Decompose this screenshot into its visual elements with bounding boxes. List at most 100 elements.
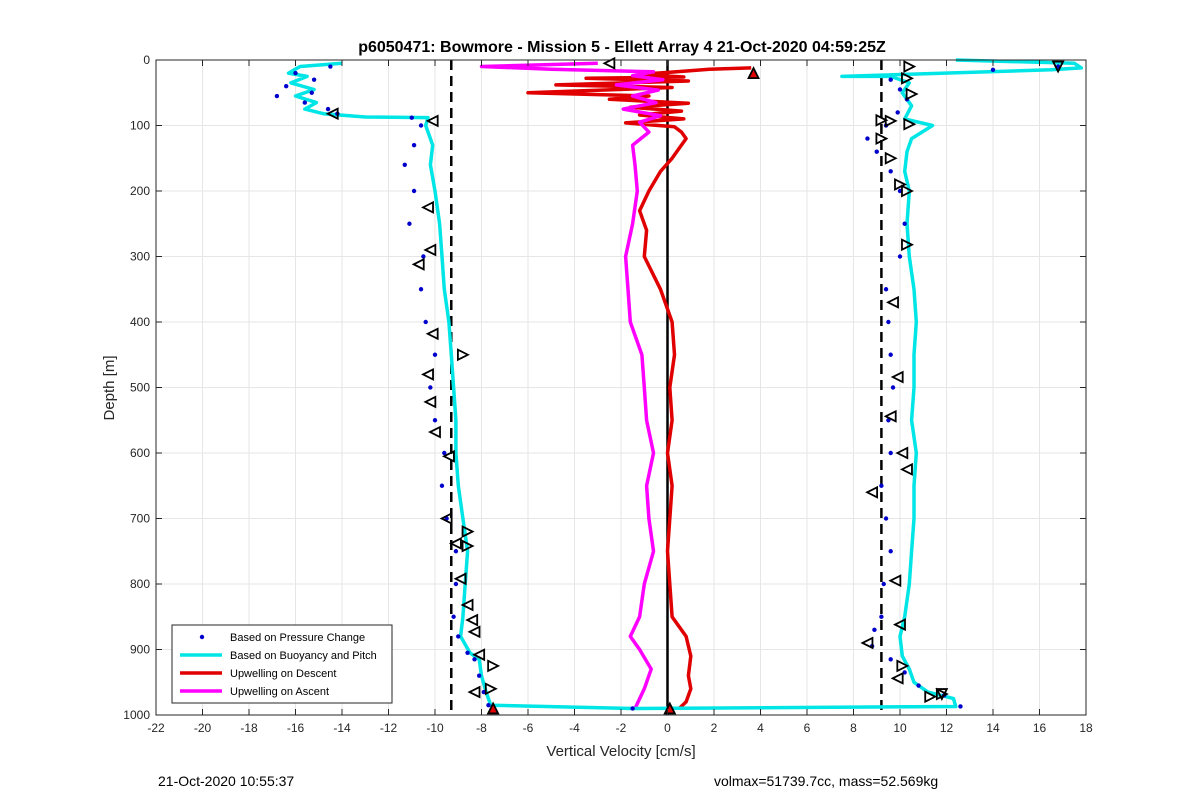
pressure-change-point [476,673,482,678]
y-axis-label: Depth [m] [101,355,118,420]
triangle-marker [602,56,616,70]
x-tick-label: 4 [757,721,764,735]
triangle-marker [461,539,475,553]
triangle-marker [425,114,439,128]
triangle-marker [890,671,904,685]
pressure-change-point [407,221,412,226]
triangle-marker [467,625,481,639]
x-axis-ticks: -22 -20 -18 -16 -14 -12 -10 -8 -6 -4 -2 0 2 4 6 8 10 12 14… [147,60,1093,735]
triangle-marker [423,243,437,257]
pressure-change-point [418,123,424,128]
pressure-change-point [883,516,889,521]
triangle-marker [421,367,434,381]
legend-label: Based on Buoyancy and Pitch [230,650,377,662]
triangle-marker [472,648,486,662]
triangle-marker [901,184,914,198]
triangle-marker [903,60,917,74]
legend-label: Upwelling on Descent [230,668,336,680]
triangle-marker [894,177,908,191]
triangle-marker [883,409,897,423]
x-tick-label: 0 [664,721,671,735]
pressure-change-point [284,84,289,89]
pressure-change-point [274,93,280,99]
pressure-change-point [888,657,893,662]
pressure-change-point [411,188,417,194]
pressure-change-point [456,634,461,639]
triangle-marker [896,659,910,673]
x-tick-label: 12 [940,721,954,735]
triangle-marker [425,327,439,341]
triangle-marker [884,114,898,128]
pressure-change-point [423,319,428,325]
triangle-marker [935,688,949,702]
triangle-marker [457,348,470,362]
pressure-change-point [309,90,314,95]
y-tick-label: 600 [130,446,150,460]
triangle-marker [453,572,467,586]
footer-timestamp: 21-Oct-2020 10:55:37 [158,773,295,789]
y-axis-ticks: 0 100 200 300 400 500 600 700 800 900 1000 [123,53,1086,722]
triangle-marker [427,425,441,439]
y-tick-label: 1000 [123,708,150,722]
y-tick-label: 300 [130,250,150,264]
pressure-change-point [453,581,459,587]
pressure-change-point [411,142,417,148]
pressure-change-point [879,483,884,488]
pressure-change-point [865,136,870,141]
triangle-marker [895,446,909,460]
pressure-change-point [895,110,900,115]
y-tick-label: 700 [130,512,150,526]
pressure-change-point [328,64,333,69]
pressure-change-point [883,287,889,292]
grid [155,59,1087,716]
triangle-marker [892,618,906,632]
triangle-marker [888,574,902,588]
legend: Based on Pressure Change Based on Buoyanc… [171,624,393,704]
triangle-marker [325,107,339,121]
pressure-change-point [881,581,886,587]
triangle-marker [411,257,425,271]
x-tick-label: 18 [1079,721,1093,735]
pressure-change-point [465,650,470,655]
x-tick-label: -12 [380,721,398,735]
reference-lines [450,60,883,715]
pressure-change-point [453,549,459,554]
triangle-marker [461,525,475,539]
triangle-marker [875,132,889,146]
y-tick-label: 500 [130,381,150,395]
x-tick-label: 16 [1033,721,1047,735]
triangle-marker [467,685,481,699]
y-tick-label: 900 [130,643,150,657]
triangle-marker [486,701,500,715]
pressure-change-point [451,614,456,619]
triangle-marker [865,485,878,499]
x-tick-label: 6 [804,721,811,735]
pressure-change-point [302,100,307,105]
triangle-marker [875,113,889,127]
x-tick-label: 14 [986,721,1000,735]
footer-float-info: volmax=51739.7cc, mass=52.569kg [714,773,939,789]
triangle-marker [441,449,455,463]
triangle-marker [903,117,917,131]
pressure-change-point [888,77,893,82]
pressure-change-point [897,87,903,92]
x-tick-label: -6 [523,721,534,735]
pressure-change-point [888,169,893,174]
triangle-marker [484,682,498,696]
triangle-marker [899,462,913,476]
triangle-marker [439,512,453,525]
triangle-marker [890,370,904,384]
pressure-change-point [897,254,903,259]
x-axis-label: Vertical Velocity [cm/s] [546,743,695,760]
triangle-marker [460,598,474,612]
pressure-change-point [409,115,414,120]
x-tick-label: -8 [476,721,487,735]
pressure-change-point [902,221,907,226]
pressure-change-point [432,352,438,357]
chart-title: p6050471: Bowmore - Mission 5 - Ellett A… [358,39,886,56]
legend-label: Based on Pressure Change [230,632,365,644]
upwelling-on-descent-line [526,66,752,710]
pressure-change-point [874,149,879,154]
x-tick-label: 8 [850,721,857,735]
x-tick-label: -18 [240,721,258,735]
